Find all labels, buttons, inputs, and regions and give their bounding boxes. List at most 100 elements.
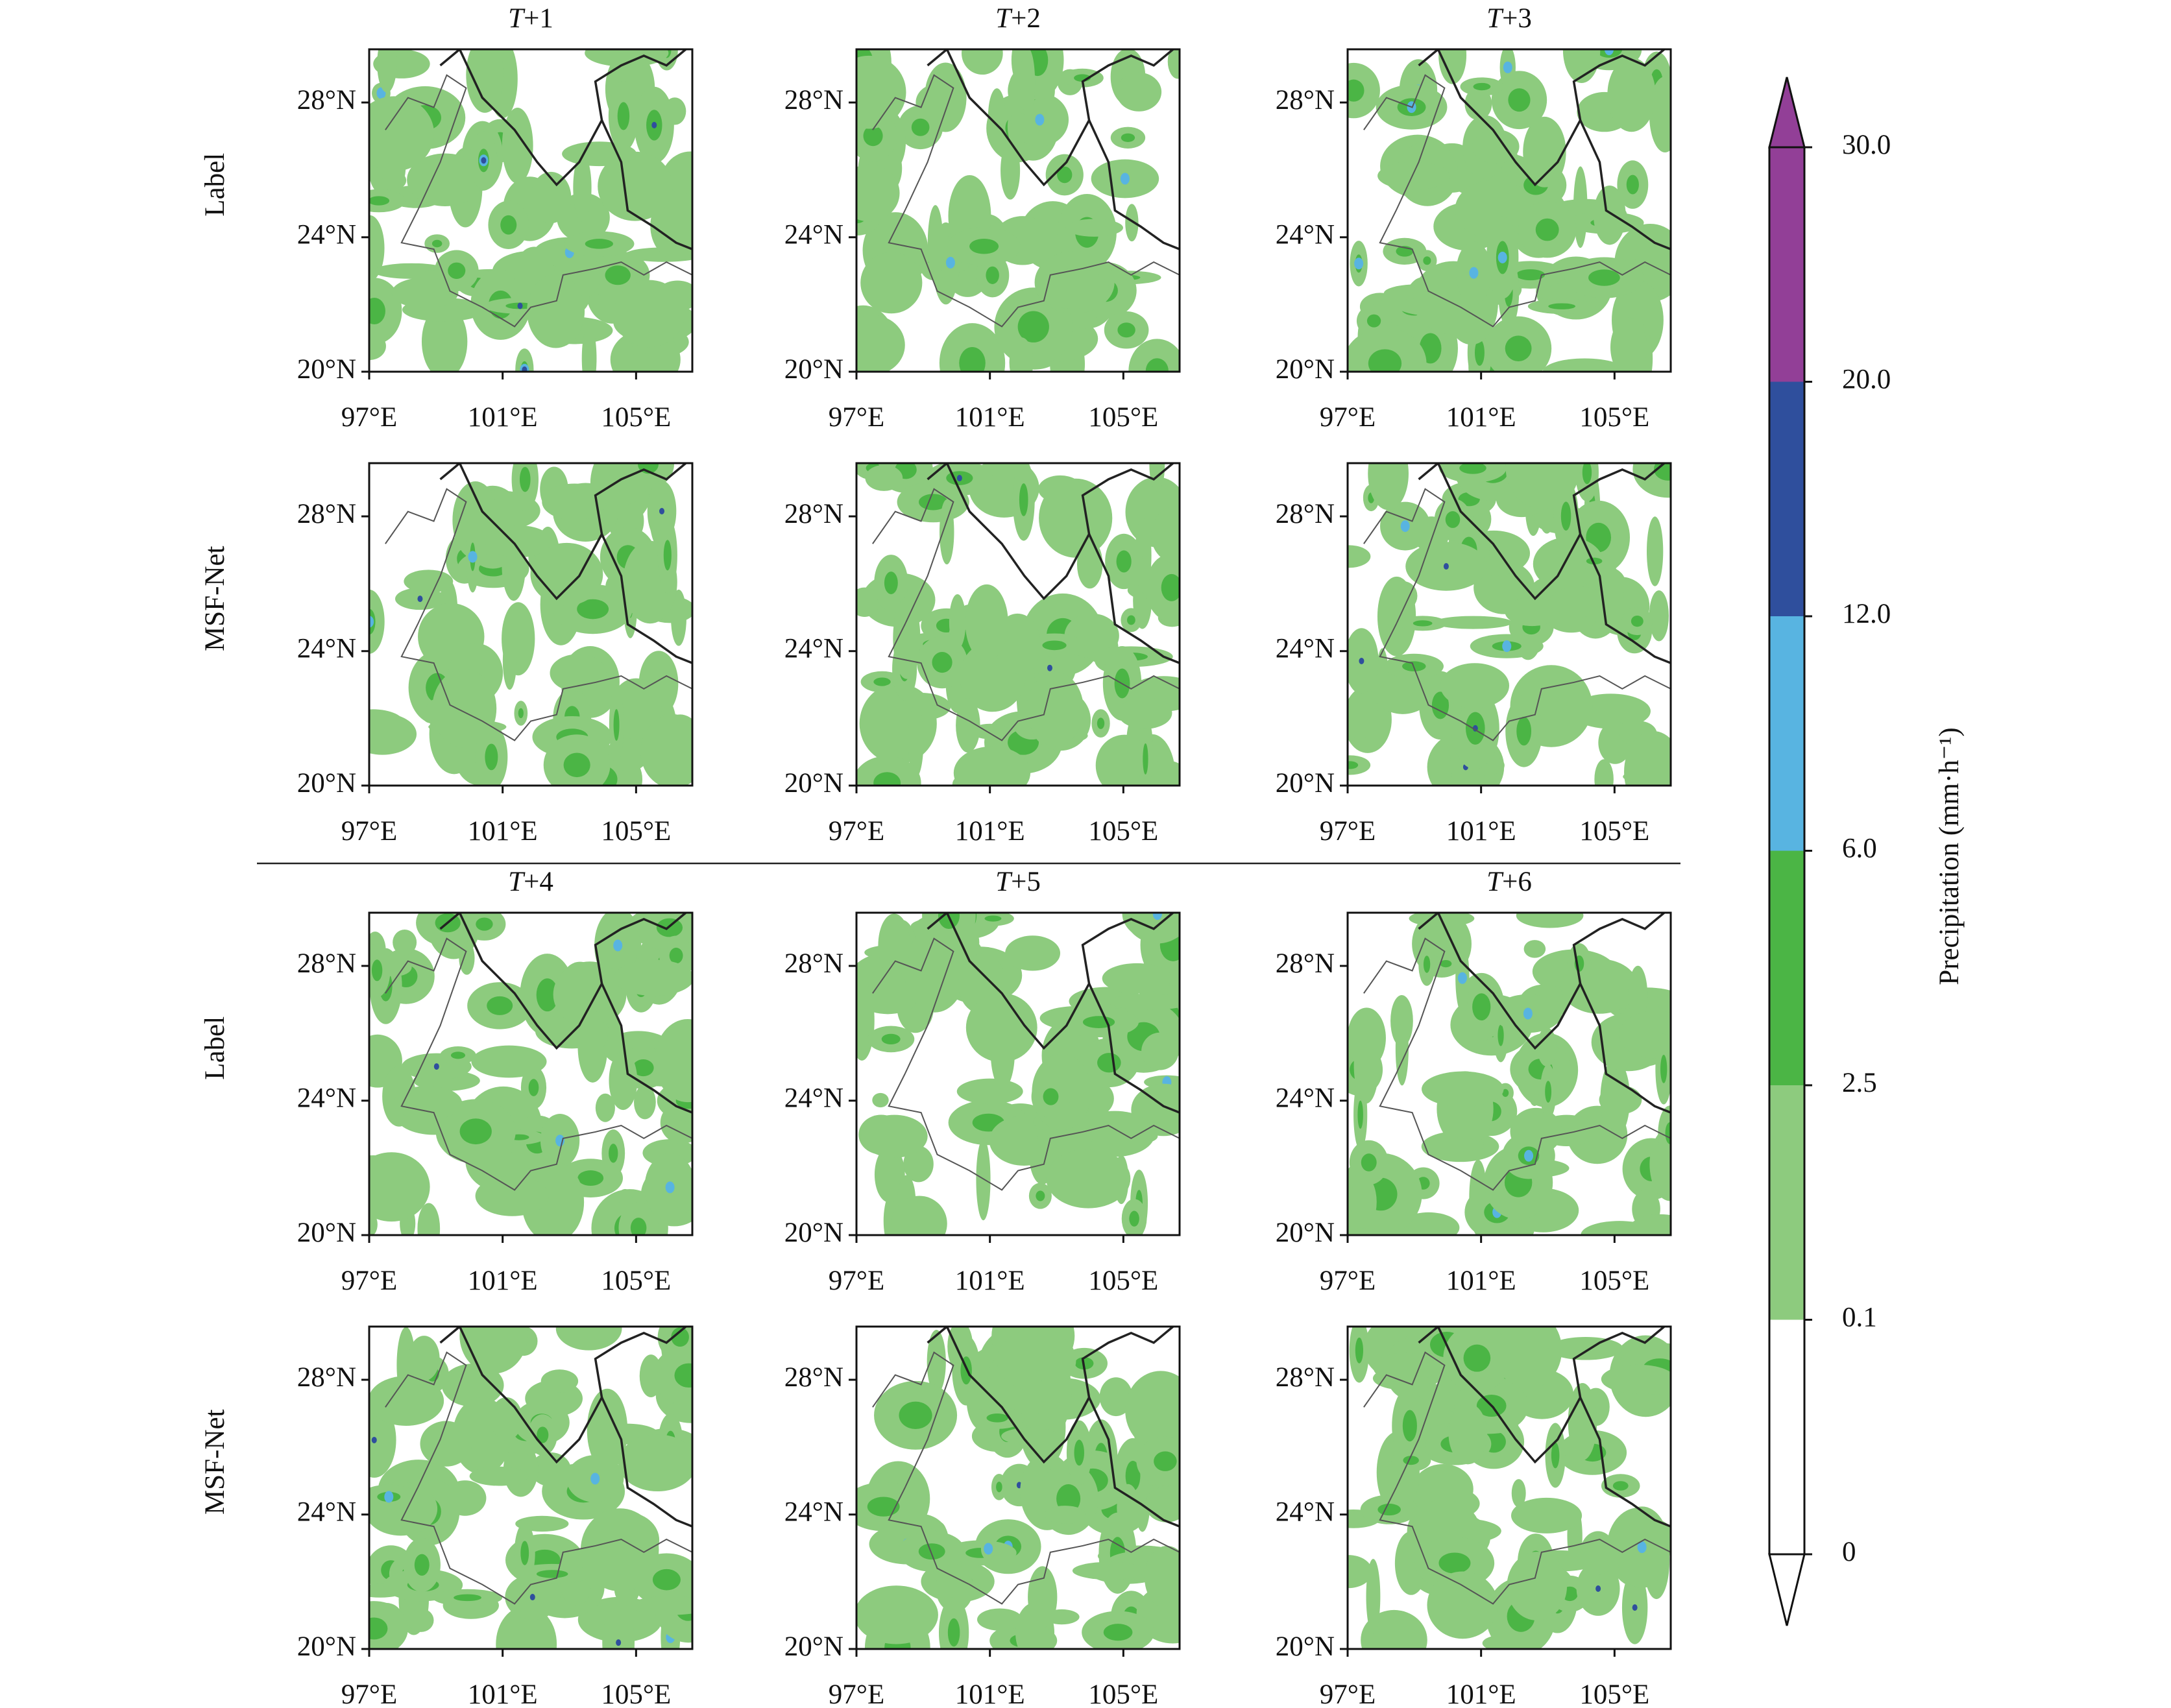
rain-core [519, 466, 531, 492]
rain-core [911, 118, 930, 136]
rain-area [1649, 590, 1669, 642]
colorbar-bin [1769, 850, 1804, 1085]
colorbar-label: 0 [1842, 1537, 1856, 1567]
rain-area [1562, 1125, 1617, 1140]
rain-core [867, 1497, 900, 1517]
rain-area [1523, 940, 1546, 958]
lat-label: 24°N [1276, 220, 1335, 250]
rain-core [1366, 314, 1381, 328]
rain-area [1099, 1377, 1133, 1417]
rain-area [540, 1369, 579, 1393]
rain-core [1508, 88, 1531, 112]
precip-field [856, 49, 1180, 372]
rain-area [1116, 72, 1162, 112]
rain-extreme [659, 508, 665, 515]
rain-area [1537, 1028, 1557, 1066]
rain-area [940, 499, 954, 565]
rain-extreme [651, 121, 657, 128]
rain-area [459, 1327, 528, 1374]
rain-core [1413, 620, 1433, 627]
rain-area [1472, 129, 1520, 164]
map-panel: 28°N 24°N 20°N 97°E 101°E 105°E T+6 [1276, 867, 1672, 1296]
lat-label: 28°N [784, 85, 843, 115]
rain-core [674, 1363, 692, 1388]
province-border [872, 937, 1180, 1191]
precip-field [1348, 1327, 1671, 1649]
rain-core [1368, 349, 1402, 372]
lat-label: 24°N [297, 634, 356, 664]
lon-label: 97°E [829, 816, 884, 847]
lon-label: 105°E [1088, 1266, 1158, 1296]
rain-area [420, 1421, 472, 1467]
rain-heavy [665, 1181, 675, 1194]
precip-field [369, 913, 692, 1235]
rain-core [918, 1543, 945, 1560]
lat-label: 24°N [1276, 1497, 1335, 1528]
rain-core [1631, 616, 1643, 627]
rain-core [1551, 1442, 1560, 1469]
lon-label: 101°E [468, 402, 538, 433]
rain-area [988, 88, 1006, 147]
province-border [872, 74, 1180, 328]
province-border [385, 1351, 692, 1605]
row-label: Label [200, 153, 230, 217]
rain-area [872, 1092, 889, 1108]
rain-core [1588, 269, 1620, 286]
rain-core [884, 571, 898, 594]
rain-area [369, 589, 385, 654]
rain-core [1117, 322, 1135, 338]
lat-label: 28°N [784, 1362, 843, 1393]
rain-area [408, 1336, 440, 1381]
province-border [385, 937, 692, 1191]
rain-area [1505, 463, 1580, 509]
rain-area [432, 669, 497, 748]
rain-core [1097, 717, 1105, 729]
rain-area [602, 1604, 635, 1649]
rain-core [1348, 761, 1359, 769]
rain-core [1074, 1439, 1084, 1466]
lon-label: 97°E [829, 1266, 884, 1296]
rain-core [1474, 339, 1485, 366]
rain-heavy [1457, 972, 1467, 984]
rain-heavy [1469, 267, 1479, 279]
title-step: +6 [1502, 867, 1532, 897]
rain-area [908, 704, 924, 778]
rain-core [1082, 1016, 1115, 1028]
rain-core [932, 652, 952, 673]
rain-core [996, 1482, 1002, 1493]
rain-area [542, 483, 607, 520]
rain-area [1433, 740, 1452, 786]
rain-area [1618, 1011, 1671, 1059]
province-border [600, 983, 692, 1114]
rain-core [1498, 1024, 1504, 1046]
rain-core [1535, 218, 1559, 241]
lon-label: 101°E [1446, 816, 1516, 847]
rain-area [1593, 186, 1626, 245]
lon-label: 97°E [1320, 1679, 1376, 1705]
lon-label: 101°E [1446, 402, 1516, 433]
lon-label: 97°E [1320, 816, 1376, 847]
province-border [1579, 533, 1671, 664]
rain-area [502, 108, 533, 184]
title-step: +2 [1011, 3, 1041, 34]
lon-label: 101°E [955, 1679, 1025, 1705]
province-border [927, 1327, 1174, 1464]
rain-area [1628, 965, 1648, 1024]
map-panel: 28°N 24°N 20°N 97°E 101°E 105°E T+1 Label [200, 3, 694, 433]
rain-area [1377, 576, 1416, 656]
rain-core [1502, 1089, 1509, 1097]
rain-core [605, 265, 631, 285]
precip-field [369, 1327, 692, 1649]
rain-area [485, 525, 552, 558]
lon-label: 105°E [1088, 1679, 1158, 1705]
rain-area [927, 205, 943, 282]
rain-area [1542, 358, 1627, 372]
rain-core [1036, 1190, 1045, 1201]
title-step: +1 [524, 3, 553, 34]
precip-field [856, 463, 1180, 786]
rain-area [949, 594, 966, 649]
colorbar-bin [1769, 1319, 1804, 1554]
rain-core [431, 239, 443, 248]
rain-core [1043, 1088, 1059, 1105]
